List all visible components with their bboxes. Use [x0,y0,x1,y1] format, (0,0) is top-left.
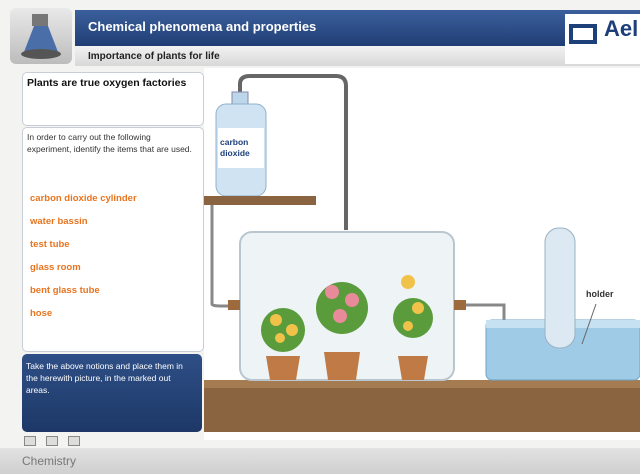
nav-button[interactable] [24,436,36,446]
nav-button[interactable] [68,436,80,446]
flask-icon [10,8,72,64]
item-option[interactable]: carbon dioxide cylinder [30,193,137,204]
instruction-text: In order to carry out the following expe… [27,131,195,155]
holder-label: holder [586,289,614,299]
task-text: Take the above notions and place them in… [26,360,196,396]
nav-button[interactable] [46,436,58,446]
item-option[interactable]: test tube [30,239,70,250]
test-tube [545,228,575,348]
item-option[interactable]: hose [30,308,52,319]
app-window: Chemical phenomena and properties Import… [0,0,640,474]
app-icon [10,8,72,64]
footer-text: Chemistry [22,454,76,468]
item-option[interactable]: water bassin [30,216,88,227]
shelf [204,196,316,205]
panel-heading: Plants are true oxygen factories [27,77,192,90]
header-subtitle: Importance of plants for life [88,51,220,62]
header-title: Chemical phenomena and properties [88,19,316,34]
item-option[interactable]: bent glass tube [30,285,100,296]
logo-mark [567,20,603,50]
item-option[interactable]: glass room [30,262,81,273]
footer-bar [0,448,640,474]
logo-text: Ael [604,16,638,42]
